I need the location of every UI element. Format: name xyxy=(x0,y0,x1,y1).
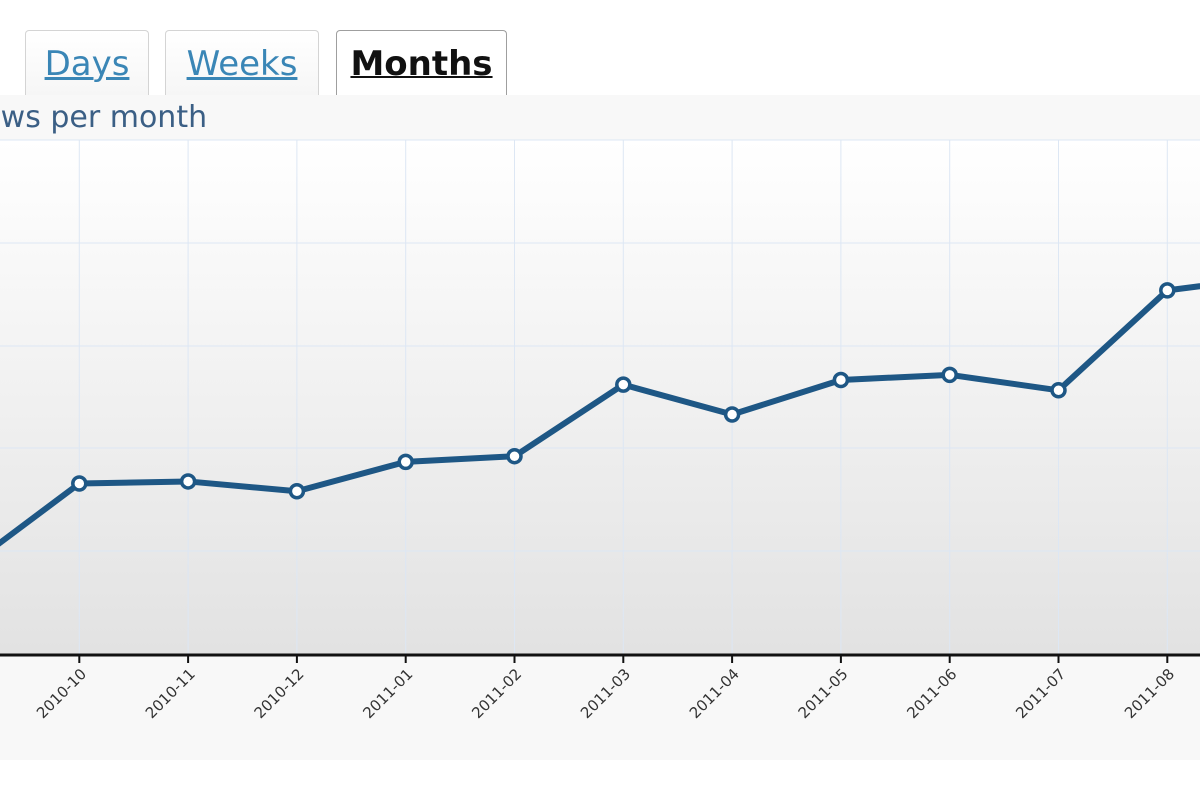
x-tick-label: 2011-04 xyxy=(686,665,743,722)
data-point xyxy=(1050,382,1067,399)
tab-weeks[interactable]: Weeks xyxy=(165,30,319,96)
x-axis xyxy=(0,653,1200,663)
x-tick-label: 2010-12 xyxy=(251,665,308,722)
data-point xyxy=(506,447,523,465)
data-point xyxy=(615,376,632,393)
tab-months[interactable]: Months xyxy=(336,30,507,96)
x-tick-label: 2011-06 xyxy=(903,665,960,722)
grid xyxy=(0,139,1200,655)
series xyxy=(0,282,1200,547)
data-point xyxy=(941,366,958,384)
x-tick-label: 2011-02 xyxy=(468,665,525,722)
x-tick-label: 2011-01 xyxy=(359,665,416,722)
tab-days[interactable]: Days xyxy=(25,30,149,96)
data-point xyxy=(71,475,88,492)
x-tick-label: 2010-10 xyxy=(33,665,90,722)
data-point xyxy=(179,473,197,490)
tab-months-label: Months xyxy=(350,43,493,84)
data-point xyxy=(723,406,741,423)
data-point xyxy=(832,371,850,389)
data-point xyxy=(1159,282,1176,299)
tab-bar: Days Weeks Months xyxy=(0,0,1200,96)
data-point xyxy=(288,482,306,500)
x-tick-labels: 2010-10 2010-11 2010-12 2011-01 2011-02 2011-… xyxy=(33,665,1178,722)
tab-weeks-label: Weeks xyxy=(186,43,298,84)
x-tick-label: 2010-11 xyxy=(142,665,199,722)
x-tick-label: 2011-03 xyxy=(577,665,634,722)
data-point xyxy=(397,453,414,471)
tab-days-label: Days xyxy=(44,43,130,84)
x-tick-label: 2011-08 xyxy=(1121,665,1178,722)
x-tick-label: 2011-05 xyxy=(795,665,852,722)
x-tick-label: 2011-07 xyxy=(1012,665,1069,722)
chart-title: Views per month xyxy=(0,100,208,135)
